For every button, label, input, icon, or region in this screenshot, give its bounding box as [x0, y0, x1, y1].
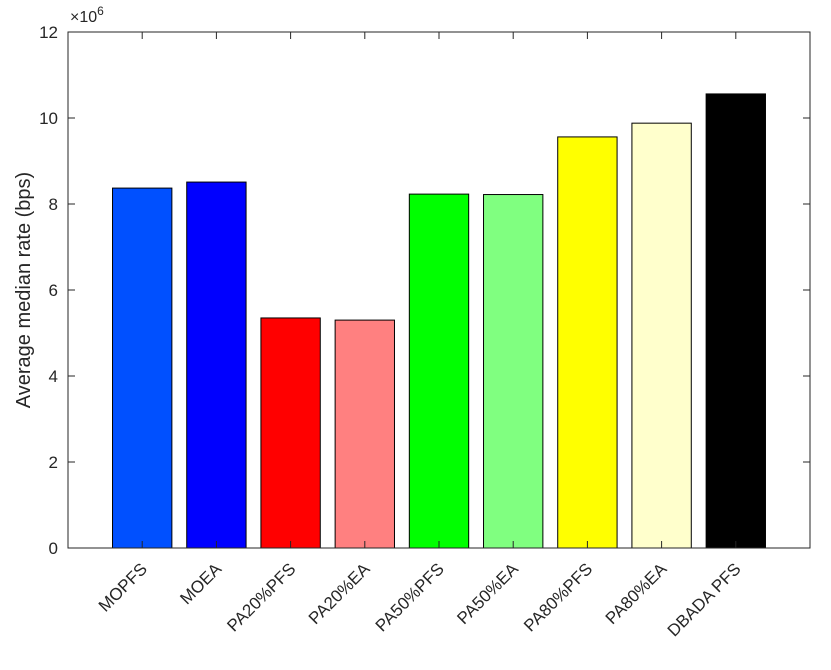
y-tick-label: 12 [39, 23, 58, 42]
y-tick-label: 2 [49, 453, 58, 472]
bar [557, 136, 618, 549]
bar [260, 317, 321, 549]
x-tick-label: PA50%EA [453, 559, 522, 628]
x-tick-label: DBADA PFS [664, 559, 745, 640]
x-tick-label: PA50%PFS [372, 559, 448, 635]
y-tick-label: 4 [49, 367, 58, 386]
y-tick-label: 6 [49, 281, 58, 300]
y-tick-label: 0 [49, 539, 58, 558]
bar [186, 181, 247, 549]
bar [705, 93, 766, 549]
bar [112, 187, 173, 549]
bar [631, 122, 692, 549]
y-tick-label: 10 [39, 109, 58, 128]
y-tick-label: 8 [49, 195, 58, 214]
multiplier-base: ×10 [70, 9, 97, 26]
x-tick-label: PA80%EA [602, 559, 671, 628]
x-tick-label: MOPFS [95, 559, 151, 615]
x-tick-label: MOEA [176, 559, 225, 608]
bar [334, 319, 395, 549]
x-tick-label: PA80%PFS [520, 559, 596, 635]
x-tick-label: PA20%PFS [223, 559, 299, 635]
y-multiplier: ×106 [70, 4, 104, 26]
bar [408, 193, 470, 549]
bar [483, 194, 544, 549]
x-tick-label: PA20%EA [305, 559, 374, 628]
multiplier-exponent: 6 [97, 4, 104, 18]
y-axis-label: Average median rate (bps) [13, 172, 35, 408]
